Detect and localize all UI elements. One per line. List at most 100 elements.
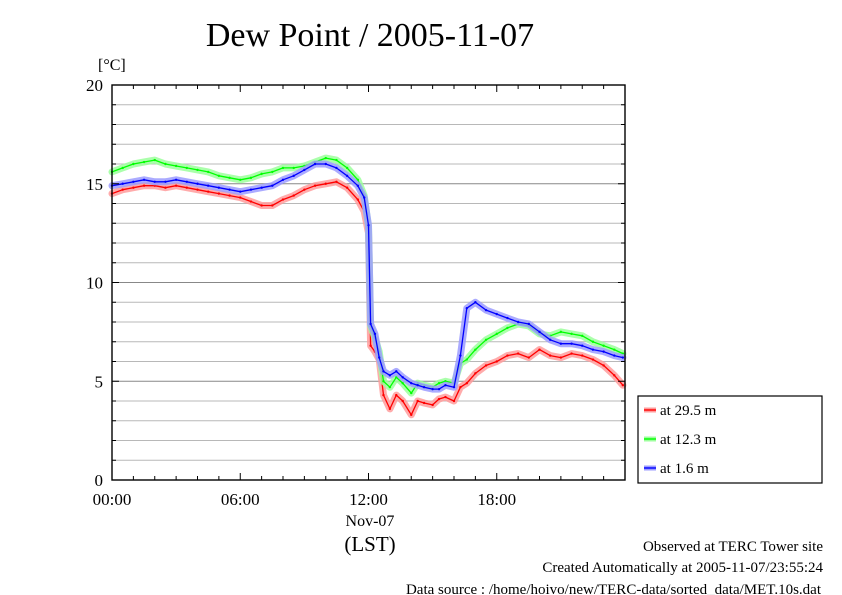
series-3-point-5 (164, 180, 167, 183)
legend-label-1: at 29.5 m (660, 403, 717, 419)
series-3-point-49 (548, 338, 552, 341)
series-2-point-13 (249, 176, 253, 180)
series-1-point-47 (527, 356, 531, 359)
series-3-point-36 (431, 387, 434, 391)
legend-box (637, 395, 823, 484)
series-2-point-1 (121, 166, 124, 170)
series-3-point-24 (363, 196, 366, 199)
series-1-point-45 (506, 354, 509, 357)
series-3-point-1 (121, 182, 124, 185)
series-2-point-9 (206, 170, 210, 174)
series-3-point-53 (591, 348, 595, 351)
series-3-point-50 (559, 342, 563, 345)
series-3-point-52 (581, 344, 584, 347)
y-tick-label-20: 20 (86, 76, 103, 95)
series-3-point-37 (437, 387, 441, 391)
series-1-point-33 (410, 413, 413, 417)
series-1-point-42 (474, 372, 477, 375)
series-2-point-43 (484, 338, 488, 341)
series-1-point-32 (401, 399, 404, 403)
series-3-point-23 (356, 184, 360, 187)
series-1-point-5 (164, 186, 167, 189)
series-2-point-30 (388, 385, 392, 389)
series-3-point-7 (185, 180, 189, 183)
series-3-point-56 (621, 356, 625, 359)
series-2-point-16 (281, 166, 285, 170)
series-1-point-40 (459, 385, 462, 389)
series-3-point-40 (459, 354, 462, 357)
series-3-point-17 (292, 174, 295, 178)
series-1-point-41 (465, 382, 469, 385)
footer-data-source: Data source : /home/hoivo/new/TERC-data/… (406, 582, 822, 595)
footer-created-time: Created Automatically at 2005-11-07/23:5… (542, 560, 823, 576)
axes: 0 5 10 15 20 00:00 06:00 12:00 18:00 (86, 76, 626, 509)
series-1-point-54 (602, 364, 605, 367)
series-1-point-19 (313, 184, 317, 187)
legend-label-3: at 1.6 m (660, 461, 709, 477)
y-axis-unit-label: [°C] (98, 57, 126, 74)
series-3-point-2 (132, 180, 135, 183)
series-1-point-7 (185, 186, 189, 189)
series-2-point-50 (559, 330, 563, 334)
series-3-point-43 (484, 308, 488, 312)
series-2-point-10 (217, 174, 221, 178)
series-3-point-27 (373, 332, 377, 336)
series-2-point-4 (153, 158, 156, 162)
series-3-point-6 (174, 178, 178, 181)
series-2-point-32 (401, 382, 404, 385)
series-1-point-20 (324, 182, 327, 185)
series-3-point-18 (303, 168, 306, 172)
series-1-point-35 (422, 401, 426, 405)
series-3-point-48 (538, 330, 541, 334)
series-2-point-55 (613, 348, 616, 351)
series-1-point-36 (431, 403, 434, 407)
series-1-point-31 (395, 393, 398, 397)
series-2-point-42 (474, 348, 477, 351)
x-axis-date-label: Nov-07 (346, 513, 395, 530)
series-2-point-44 (495, 332, 498, 336)
series-3-point-25 (367, 224, 370, 227)
series-2-point-14 (260, 172, 263, 176)
series-3-point-32 (401, 376, 404, 379)
series-1-point-46 (516, 352, 520, 355)
series-1-point-37 (437, 397, 441, 401)
series-1-point-10 (217, 192, 221, 195)
series-1-point-43 (484, 364, 488, 367)
series-1-point-52 (581, 354, 584, 357)
legend-entry-2: at 12.3 m (644, 432, 717, 448)
x-tick-label-00:00: 00:00 (93, 490, 132, 509)
series-3-point-39 (452, 385, 456, 389)
series-1-point-26 (369, 344, 372, 347)
series-3-point-4 (153, 180, 156, 183)
series-3-point-54 (602, 350, 605, 353)
series-1-point-30 (388, 407, 392, 411)
footer-observed-site: Observed at TERC Tower site (643, 539, 823, 555)
series-3-point-8 (196, 182, 199, 185)
series-3 (108, 160, 627, 393)
series-3-point-15 (271, 184, 274, 187)
series-1-point-50 (559, 356, 563, 359)
series-1-point-14 (260, 204, 263, 207)
series-1-point-9 (206, 190, 210, 193)
series-3-point-41 (465, 306, 469, 310)
series-1-point-17 (292, 194, 295, 197)
series-1-point-55 (613, 374, 616, 377)
series-1-point-18 (303, 188, 306, 191)
series-3-point-45 (506, 316, 509, 320)
series-2-point-7 (185, 166, 189, 170)
series-1-point-44 (495, 360, 498, 363)
series-2-point-22 (345, 166, 349, 170)
series-1-point-53 (591, 358, 595, 361)
x-tick-label-18:00: 18:00 (477, 490, 516, 509)
series-2-point-6 (174, 164, 178, 168)
series-3-point-35 (422, 385, 426, 389)
series-1-point-13 (249, 200, 253, 203)
series-2-point-20 (324, 156, 327, 160)
series-1-point-51 (570, 352, 573, 355)
series-2-point-3 (142, 160, 146, 164)
legend-entry-3: at 1.6 m (644, 461, 709, 477)
series-1-point-15 (271, 204, 274, 207)
series-3-point-19 (313, 162, 317, 166)
